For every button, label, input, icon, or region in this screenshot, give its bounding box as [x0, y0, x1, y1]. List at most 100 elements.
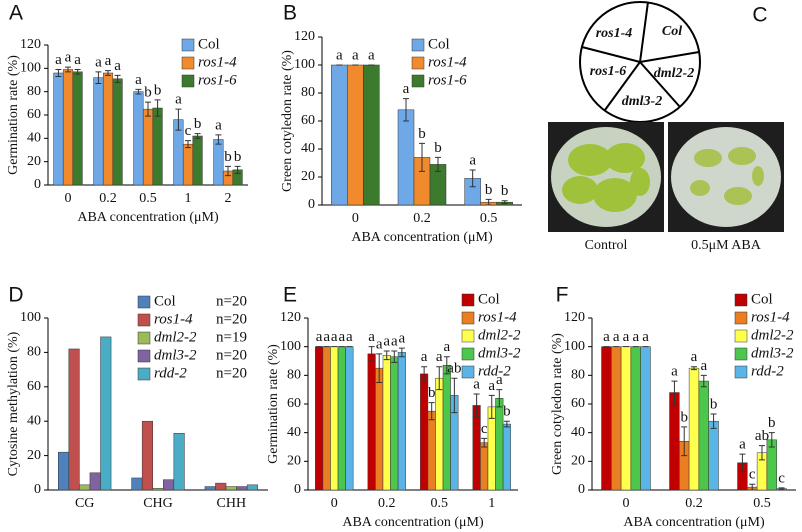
- legend-swatch: [734, 329, 748, 343]
- error-bar: [488, 394, 495, 419]
- y-tick-label: 80: [27, 345, 41, 360]
- bar: [215, 482, 227, 491]
- legend-label: dml3-2: [751, 345, 794, 361]
- x-tick-label: CHH: [217, 496, 247, 511]
- bar: [337, 346, 346, 491]
- y-tick-label: 80: [571, 368, 585, 383]
- legend-swatch: [734, 347, 748, 361]
- legend-swatch: [411, 74, 425, 88]
- significance-letter: b: [434, 140, 442, 156]
- legend-n: n=20: [216, 311, 247, 327]
- significance-letter: a: [105, 53, 112, 69]
- bar: [315, 346, 324, 491]
- error-bar: [671, 380, 678, 405]
- bar: [601, 346, 612, 491]
- bar: [630, 346, 641, 491]
- bar: [435, 377, 444, 491]
- error-bar: [473, 393, 480, 418]
- bar: [688, 367, 700, 491]
- bar: [480, 442, 489, 491]
- significance-letter: a: [700, 358, 707, 374]
- legend-n: n=20: [216, 293, 247, 309]
- bar: [68, 348, 80, 491]
- bar: [640, 346, 651, 491]
- legend-label: Col: [428, 36, 450, 52]
- error-bar: [175, 108, 182, 131]
- x-tick-label: 0.5: [753, 496, 771, 511]
- significance-letter: b: [224, 149, 232, 165]
- petri-dish: [671, 127, 781, 227]
- bar: [192, 135, 203, 186]
- y-axis-label: Germination rate (%): [6, 55, 21, 175]
- bar: [345, 346, 354, 491]
- error-bar: [145, 101, 151, 117]
- y-tick-label: 60: [287, 396, 301, 411]
- y-tick-label: 120: [280, 310, 301, 325]
- bar: [133, 91, 144, 186]
- error-bar: [739, 453, 746, 472]
- legend-swatch: [461, 365, 475, 379]
- panel-label: F: [556, 284, 569, 307]
- legend-label: ros1-4: [751, 309, 790, 325]
- bar: [472, 405, 481, 491]
- significance-letter: a: [632, 329, 639, 345]
- significance-letter: a: [391, 333, 398, 349]
- error-bar: [436, 366, 443, 391]
- significance-letter: a: [215, 117, 222, 133]
- error-bar: [376, 353, 383, 383]
- legend-swatch: [411, 38, 425, 52]
- bar: [62, 69, 74, 186]
- bar: [331, 64, 348, 206]
- significance-letter: ab: [755, 428, 769, 444]
- x-tick-label: 0: [623, 496, 630, 511]
- significance-letter: a: [336, 47, 343, 63]
- error-bar: [681, 426, 688, 457]
- significance-letter: b: [418, 126, 426, 142]
- x-axis-label: ABA concentration (μM): [77, 210, 219, 225]
- significance-letter: a: [739, 437, 746, 453]
- legend-swatch: [181, 56, 195, 70]
- bar: [89, 472, 101, 491]
- error-bar: [759, 445, 765, 461]
- bar: [58, 451, 70, 491]
- y-tick-label: 40: [27, 131, 41, 146]
- bar: [347, 64, 364, 206]
- bar: [698, 380, 709, 491]
- legend-swatch: [137, 313, 151, 327]
- error-bar: [778, 487, 785, 490]
- legend-label: rdd-2: [478, 363, 511, 379]
- legend-swatch: [181, 38, 195, 52]
- x-tick-label: 0.2: [685, 496, 703, 511]
- error-bar: [398, 347, 405, 358]
- y-axis-label: Cytosine methylation (%): [6, 331, 21, 476]
- legend-swatch: [734, 365, 748, 379]
- legend-label: ros1-4: [478, 309, 517, 325]
- significance-letter: a: [671, 364, 678, 380]
- error-bar: [749, 483, 756, 491]
- bar: [442, 365, 451, 491]
- panel-label: B: [283, 2, 297, 25]
- bar: [708, 420, 719, 491]
- significance-letter: a: [383, 333, 390, 349]
- error-bar: [419, 142, 425, 172]
- y-tick-label: 0: [308, 197, 315, 212]
- legend-swatch: [137, 367, 151, 381]
- significance-letter: a: [613, 329, 620, 345]
- legend-swatch: [734, 293, 748, 307]
- significance-letter: a: [436, 349, 443, 365]
- y-tick-label: 60: [571, 396, 585, 411]
- error-bar: [391, 350, 398, 363]
- significance-letter: a: [469, 152, 476, 168]
- error-bar: [105, 70, 111, 76]
- error-bar: [154, 99, 161, 117]
- significance-letter: b: [503, 404, 511, 420]
- bar: [427, 410, 436, 491]
- y-tick-label: 100: [20, 310, 41, 325]
- y-tick-label: 40: [571, 425, 585, 440]
- significance-letter: c: [749, 467, 756, 483]
- bar: [611, 346, 622, 491]
- bar: [330, 346, 339, 491]
- error-bar: [368, 346, 375, 362]
- significance-letter: a: [603, 329, 610, 345]
- error-bar: [501, 200, 508, 205]
